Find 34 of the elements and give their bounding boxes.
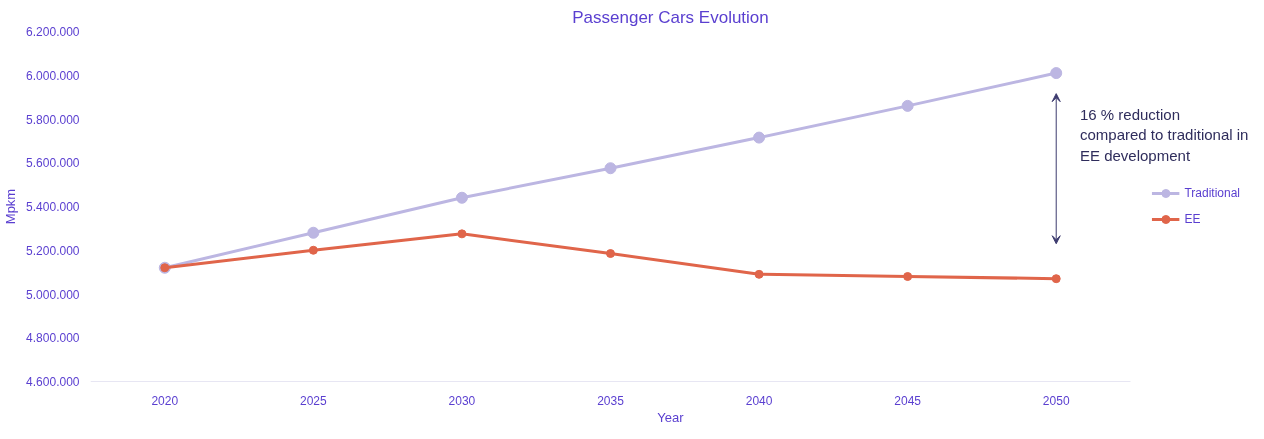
annotation: 16 % reduction compared to traditional in EE development [1079, 105, 1249, 164]
chart-title: Passenger Cars Evolution [572, 7, 769, 27]
y-tick-label: 5.000.000 [26, 287, 80, 302]
x-tick-label: 2020 [151, 393, 179, 408]
y-tick-label: 5.200.000 [26, 243, 80, 258]
x-tick-label: 2050 [1042, 393, 1070, 408]
y-tick-label: 4.600.000 [26, 375, 80, 389]
x-tick-label: 2025 [300, 393, 328, 408]
legend-label: EE [1184, 212, 1202, 226]
point [901, 99, 914, 112]
x-tick-label: 2040 [745, 393, 773, 408]
x-tick-label: 2045 [894, 393, 922, 408]
x-axis-title: Year [657, 409, 685, 425]
y-tick-label: 6.000.000 [26, 68, 80, 83]
x-tick-label: 2030 [448, 393, 476, 408]
point [754, 269, 764, 279]
y-tick-label: 6.200.000 [26, 25, 80, 39]
point [753, 131, 766, 144]
point [1051, 274, 1061, 284]
point [1050, 67, 1063, 80]
point [604, 162, 617, 175]
point [457, 229, 467, 239]
point [307, 226, 320, 239]
y-axis-title: Mpkm [3, 188, 19, 225]
x-tick-label: 2035 [597, 393, 625, 408]
y-tick-label: 5.600.000 [26, 156, 80, 171]
point [903, 272, 913, 281]
y-tick-label: 5.400.000 [26, 200, 80, 214]
point [606, 249, 615, 259]
y-tick-label: 4.800.000 [26, 331, 80, 346]
point [308, 245, 318, 255]
y-tick-label: 5.800.000 [26, 112, 80, 127]
point [455, 191, 468, 204]
legend-label: Traditional [1184, 186, 1240, 200]
